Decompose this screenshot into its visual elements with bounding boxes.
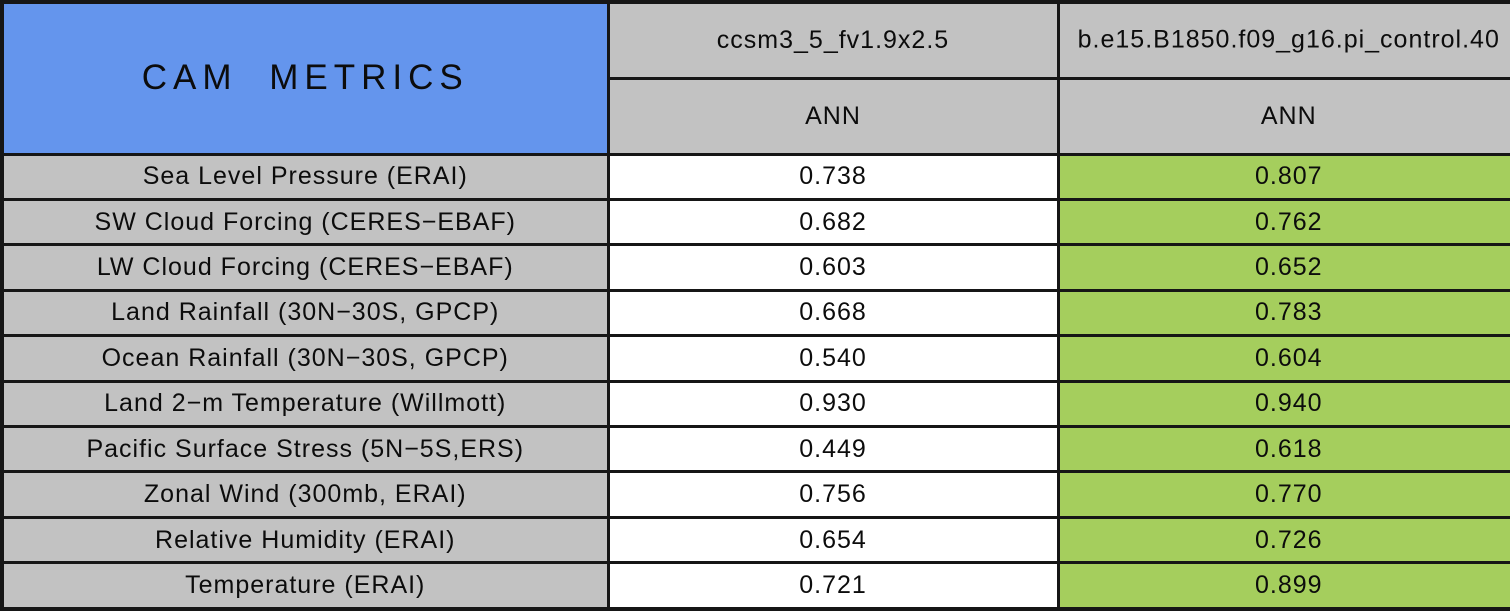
value-model1: 0.930 [606,379,1060,429]
value-model1: 0.668 [606,288,1060,338]
value-model2: 0.770 [1056,470,1510,519]
model-1-label: ccsm3_5_fv1.9x2.5 [716,25,950,54]
metric-label: Land 2−m Temperature (Willmott) [0,379,610,429]
metric-label: Sea Level Pressure (ERAI) [0,152,610,201]
metric-label: Zonal Wind (300mb, ERAI) [0,470,610,519]
value-model2: 0.726 [1056,515,1510,565]
value-model1: 0.540 [606,334,1060,383]
value-model1: 0.449 [606,425,1060,474]
metric-label: Land Rainfall (30N−30S, GPCP) [0,288,610,338]
value-model1: 0.756 [606,470,1060,519]
value-model1: 0.682 [606,197,1060,247]
value-model1: 0.603 [606,243,1060,292]
value-model2: 0.940 [1056,379,1510,429]
metric-label: LW Cloud Forcing (CERES−EBAF) [0,243,610,292]
value-model2: 0.652 [1056,243,1510,292]
value-model2: 0.783 [1056,288,1510,338]
season-1-label: ANN [805,101,861,130]
value-model2: 0.899 [1056,561,1510,611]
table-row: Land 2−m Temperature (Willmott) 0.930 0.… [0,379,1510,429]
value-model2: 0.807 [1056,152,1510,201]
table-row: LW Cloud Forcing (CERES−EBAF) 0.603 0.65… [0,243,1510,292]
column-header-season-2: ANN [1056,76,1510,156]
table-row: Relative Humidity (ERAI) 0.654 0.726 [0,515,1510,565]
metric-label: Ocean Rainfall (30N−30S, GPCP) [0,334,610,383]
column-header-model-2: b.e15.B1850.f09_g16.pi_control.40 [1056,0,1510,80]
column-header-season-1: ANN [606,76,1060,156]
table-row: Pacific Surface Stress (5N−5S,ERS) 0.449… [0,425,1510,474]
table-row: Land Rainfall (30N−30S, GPCP) 0.668 0.78… [0,288,1510,338]
metric-label: Relative Humidity (ERAI) [0,515,610,565]
value-model1: 0.654 [606,515,1060,565]
value-model1: 0.738 [606,152,1060,201]
metric-label: SW Cloud Forcing (CERES−EBAF) [0,197,610,247]
metric-label: Pacific Surface Stress (5N−5S,ERS) [0,425,610,474]
table-row: SW Cloud Forcing (CERES−EBAF) 0.682 0.76… [0,197,1510,247]
table-row: Zonal Wind (300mb, ERAI) 0.756 0.770 [0,470,1510,519]
value-model1: 0.721 [606,561,1060,611]
value-model2: 0.618 [1056,425,1510,474]
table-row: Temperature (ERAI) 0.721 0.899 [0,561,1510,611]
column-header-model-1: ccsm3_5_fv1.9x2.5 [606,0,1060,80]
value-model2: 0.762 [1056,197,1510,247]
season-header-row: ANN ANN [2,76,1510,156]
table-title-label: CAM METRICS [141,58,469,98]
table-row: Ocean Rainfall (30N−30S, GPCP) 0.540 0.6… [0,334,1510,383]
table-row: Sea Level Pressure (ERAI) 0.738 0.807 [0,152,1510,201]
metric-label: Temperature (ERAI) [0,561,610,611]
value-model2: 0.604 [1056,334,1510,383]
table-title: CAM METRICS [0,0,610,156]
model-2-label: b.e15.B1850.f09_g16.pi_control.40 [1077,25,1500,54]
season-2-label: ANN [1260,101,1317,130]
model-header-row: CAM METRICS ccsm3_5_fv1.9x2.5 b.e15.B185… [0,0,1510,156]
